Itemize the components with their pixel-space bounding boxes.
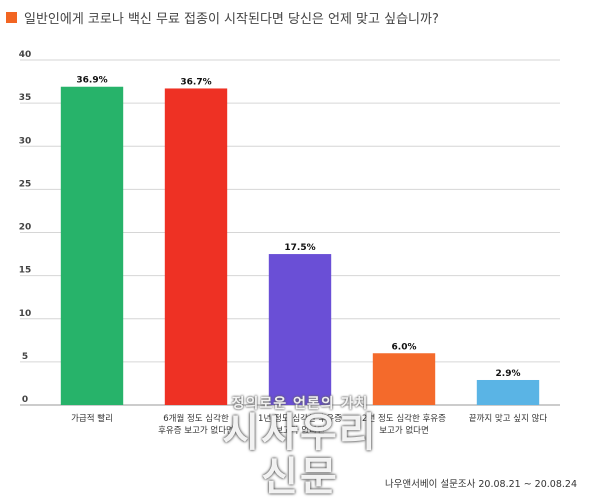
bar xyxy=(164,88,228,406)
x-category-label: 후유증 보고가 없다면 xyxy=(158,425,234,436)
y-tick-label: 25 xyxy=(19,179,32,189)
bar-value-label: 6.0% xyxy=(392,342,417,352)
bar-value-label: 36.7% xyxy=(180,77,211,87)
y-tick-label: 20 xyxy=(19,223,32,233)
bar xyxy=(268,254,332,405)
y-tick-label: 0 xyxy=(22,395,28,405)
y-tick-label: 5 xyxy=(22,352,28,362)
bar-value-label: 2.9% xyxy=(496,369,521,379)
y-tick-label: 10 xyxy=(19,309,32,319)
title-marker-icon xyxy=(6,11,17,23)
y-axis: 0 5 10 15 20 25 30 35 40 xyxy=(19,50,32,405)
chart-title-row: 일반인에게 코로나 백신 무료 접종이 시작된다면 당신은 언제 맞고 싶습니까… xyxy=(6,6,593,28)
bar-value-label: 36.9% xyxy=(76,76,107,86)
bar-value-label: 17.5% xyxy=(284,243,315,253)
y-tick-label: 15 xyxy=(19,266,32,276)
bar xyxy=(476,379,540,405)
bar xyxy=(372,353,436,405)
x-category-label: 가급적 빨리 xyxy=(71,413,113,424)
source-note: 나우앤서베이 설문조사 20.08.21 ~ 20.08.24 xyxy=(384,479,577,490)
y-tick-label: 30 xyxy=(19,136,32,146)
chart-bars xyxy=(60,86,540,406)
x-category-label: 보고가 없다면 xyxy=(275,425,325,436)
x-category-label: 끝까지 맞고 싶지 않다 xyxy=(469,413,548,424)
x-category-label: 보고가 없다면 xyxy=(379,425,429,436)
x-category-label: 1년 정도 심각한 후유증 xyxy=(258,413,342,424)
chart-title: 일반인에게 코로나 백신 무료 접종이 시작된다면 당신은 언제 맞고 싶습니까… xyxy=(24,11,439,27)
bar xyxy=(60,86,124,406)
value-labels: 36.9% 36.7% 17.5% 6.0% 2.9% xyxy=(76,76,520,379)
x-category-label: 6개월 정도 심각한 xyxy=(163,413,229,424)
x-category-label: 2년 정도 심각한 후유증 xyxy=(362,413,446,424)
y-tick-label: 35 xyxy=(19,93,32,103)
y-tick-label: 40 xyxy=(19,50,32,60)
